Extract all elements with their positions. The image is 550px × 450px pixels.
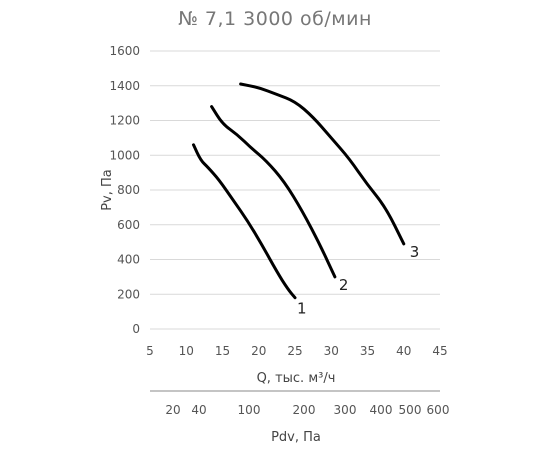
x-tick-label: 25: [287, 344, 302, 358]
x-tick-label: 15: [215, 344, 230, 358]
secondary-tick-label: 400: [370, 403, 393, 417]
chart-title: № 7,1 3000 об/мин: [178, 8, 372, 30]
y-tick-label: 200: [117, 287, 140, 301]
y-tick-labels: 0 200 400 600 800 1000 1200 1400 1600: [109, 44, 140, 336]
curve-label-1: 1: [297, 300, 307, 318]
x-tick-label: 5: [146, 344, 154, 358]
x-tick-label: 30: [324, 344, 339, 358]
y-tick-label: 1400: [109, 79, 140, 93]
x-tick-label: 45: [432, 344, 447, 358]
curves: [192, 82, 406, 300]
secondary-tick-label: 100: [238, 403, 261, 417]
curve-labels: 1 2 3: [297, 243, 419, 318]
y-tick-label: 600: [117, 218, 140, 232]
y-tick-label: 0: [132, 322, 140, 336]
secondary-axis-label: Pdv, Па: [271, 430, 321, 445]
curve-3: [239, 82, 406, 246]
grid: [150, 50, 440, 330]
curve-label-3: 3: [410, 243, 420, 261]
y-tick-label: 1200: [109, 114, 140, 128]
secondary-tick-label: 300: [334, 403, 357, 417]
x-tick-label: 35: [360, 344, 375, 358]
secondary-tick-label: 200: [293, 403, 316, 417]
secondary-tick-label: 600: [427, 403, 450, 417]
y-tick-label: 1000: [109, 148, 140, 162]
secondary-tick-label: 20: [165, 403, 180, 417]
x-tick-label: 40: [396, 344, 411, 358]
y-tick-label: 400: [117, 253, 140, 267]
x-tick-labels: 5 10 15 20 25 30 35 40 45: [146, 344, 447, 358]
curve-2: [210, 105, 337, 279]
x-tick-label: 20: [251, 344, 266, 358]
curve-label-2: 2: [339, 276, 349, 294]
y-axis-label: Pv, Па: [100, 169, 115, 211]
curve-1: [192, 143, 297, 300]
secondary-tick-label: 500: [399, 403, 422, 417]
x-axis-label: Q, тыс. м³/ч: [257, 371, 336, 386]
secondary-axis-tick-labels: 20 40 100 200 300 400 500 600: [165, 403, 449, 417]
secondary-tick-label: 40: [191, 403, 206, 417]
x-tick-label: 10: [179, 344, 194, 358]
y-tick-label: 1600: [109, 44, 140, 58]
y-tick-label: 800: [117, 183, 140, 197]
